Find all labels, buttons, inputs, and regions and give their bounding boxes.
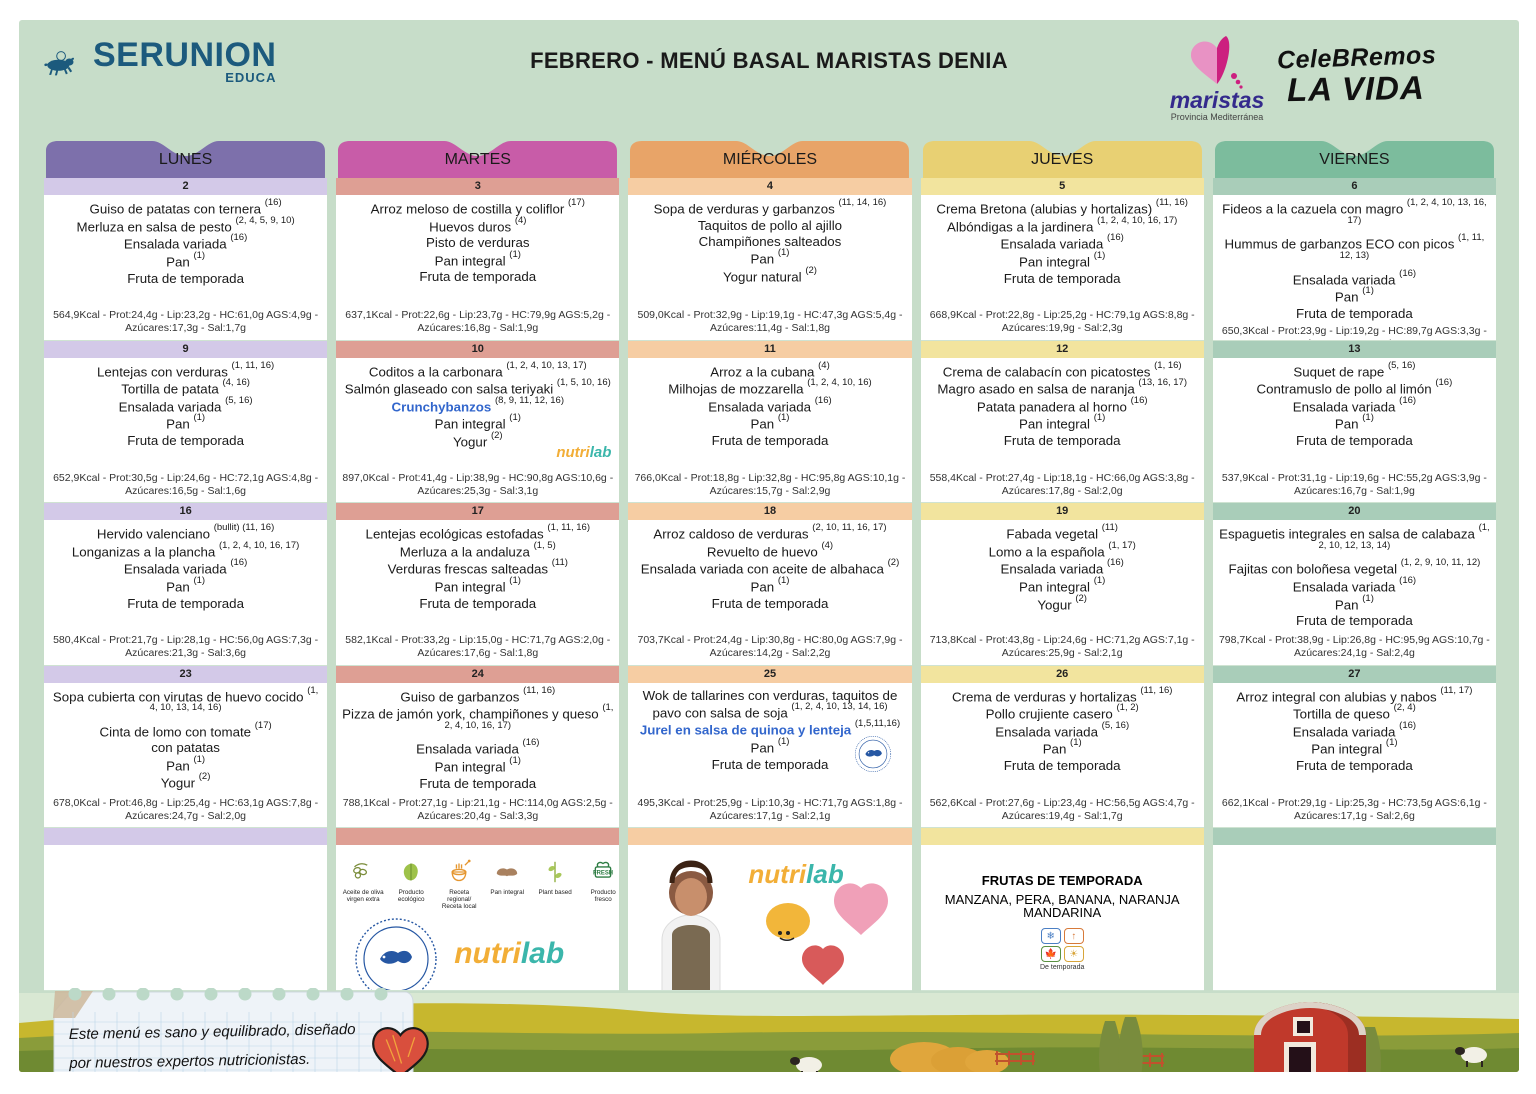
svg-text:FRESH: FRESH (593, 871, 613, 877)
